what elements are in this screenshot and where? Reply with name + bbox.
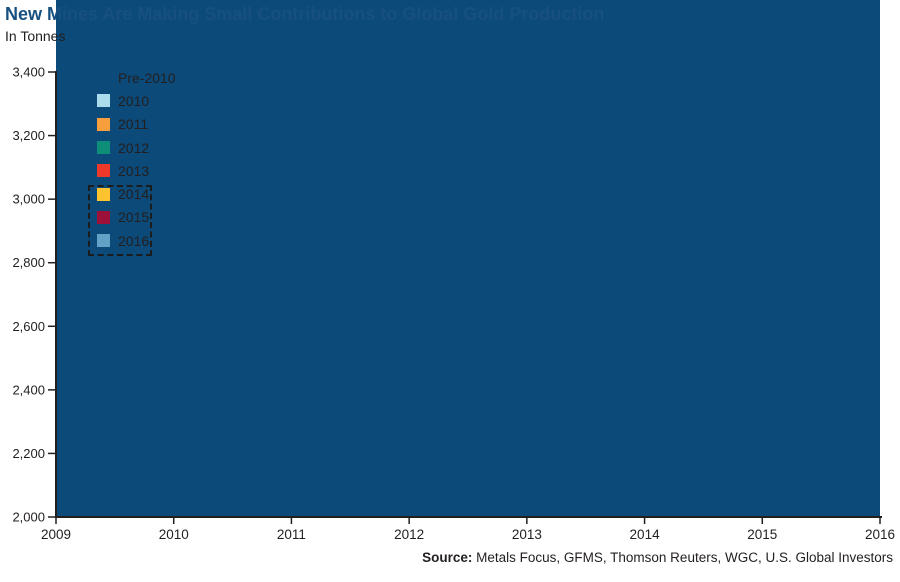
legend-swatch-icon	[97, 210, 110, 224]
x-tick-label: 2010	[159, 527, 189, 542]
legend-label: 2014	[118, 186, 150, 203]
chart-title: New Mines Are Making Small Contributions…	[5, 4, 605, 24]
source-label: Source:	[422, 550, 473, 565]
y-tick-label: 2,600	[12, 319, 45, 334]
y-tick-label: 3,000	[12, 192, 45, 207]
legend-item-2012: 2012	[97, 136, 176, 159]
legend-swatch-icon	[97, 94, 110, 108]
legend-label: 2012	[118, 139, 150, 156]
chart-subtitle: In Tonnes	[5, 28, 66, 44]
legend-label: 2013	[118, 162, 150, 179]
legend-item-2013: 2013	[97, 159, 176, 182]
x-tick-label: 2016	[865, 527, 895, 542]
legend-item-2016: 2016	[97, 229, 176, 252]
legend-label: 2011	[118, 116, 149, 133]
x-tick-label: 2012	[394, 527, 424, 542]
legend-item-pre-2010: Pre-2010	[97, 66, 176, 89]
legend-swatch-icon	[97, 71, 110, 85]
legend-label: Pre-2010	[118, 69, 176, 86]
legend-highlight-box	[88, 185, 152, 256]
y-tick-label: 3,400	[12, 65, 45, 80]
x-tick-label: 2013	[512, 527, 542, 542]
legend-swatch-icon	[97, 234, 110, 248]
x-tick-label: 2015	[747, 527, 777, 542]
y-tick-label: 2,200	[12, 446, 45, 461]
legend-swatch-icon	[97, 187, 110, 201]
y-tick-label: 2,400	[12, 382, 45, 397]
chart-legend: Pre-2010 2010 2011 2012 2013 2014 2015 2016	[97, 66, 176, 252]
x-tick-label: 2009	[41, 527, 71, 542]
x-tick-label: 2011	[277, 527, 306, 542]
y-tick-label: 3,200	[12, 128, 45, 143]
y-tick-label: 2,000	[12, 510, 45, 525]
y-tick-label: 2,800	[12, 255, 45, 270]
area-layer-pre-2010	[56, 0, 880, 517]
legend-item-2011: 2011	[97, 113, 176, 136]
legend-item-2014: 2014	[97, 182, 176, 205]
x-tick-label: 2014	[630, 527, 661, 542]
legend-item-2010: 2010	[97, 89, 176, 112]
source-text: Metals Focus, GFMS, Thomson Reuters, WGC…	[472, 550, 893, 565]
legend-item-2015: 2015	[97, 206, 176, 229]
source-note: Source: Metals Focus, GFMS, Thomson Reut…	[422, 550, 893, 565]
legend-label: 2016	[118, 232, 150, 249]
legend-label: 2010	[118, 92, 150, 109]
legend-swatch-icon	[97, 141, 110, 155]
legend-swatch-icon	[97, 164, 110, 178]
legend-label: 2015	[118, 209, 150, 226]
legend-swatch-icon	[97, 117, 110, 131]
